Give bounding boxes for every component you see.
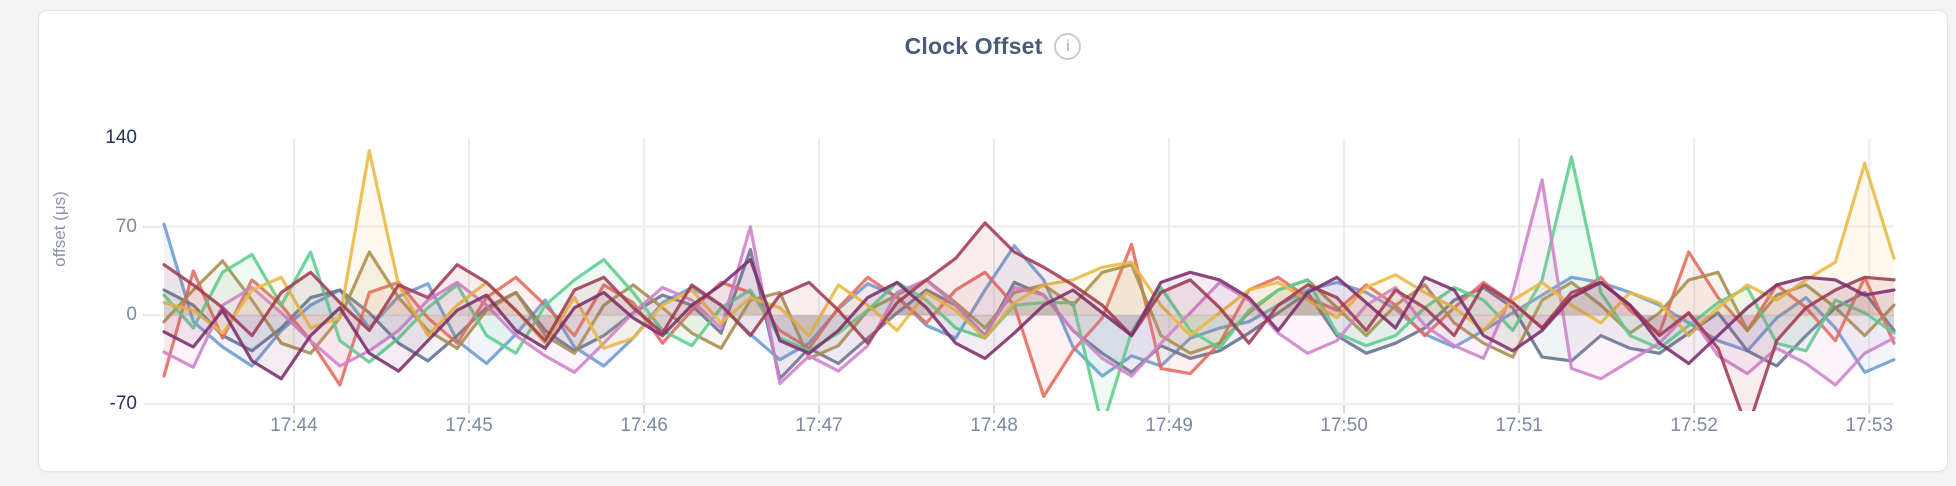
series-salmon-line [162, 242, 1896, 398]
x-tick-label: 17:48 [970, 415, 1018, 436]
chart-title: Clock Offset [904, 33, 1043, 59]
series-group [162, 149, 1896, 411]
x-tick-label: 17:49 [1145, 415, 1193, 436]
x-tick-label: 17:44 [270, 415, 318, 436]
series-green-area [164, 157, 1894, 411]
series-orchid-line [162, 178, 1896, 387]
series-khaki-line [162, 250, 1896, 360]
x-tick-label: 17:52 [1670, 415, 1718, 436]
clock-offset-plot [144, 138, 1896, 413]
x-tick-label: 17:45 [445, 415, 493, 436]
series-slate-area [164, 249, 1894, 379]
series-green-line [162, 155, 1896, 411]
chart-header: Clock Offset i [39, 33, 1947, 60]
series-gold-area [164, 150, 1894, 349]
clock-offset-panel: Clock Offset i offset (μs) 140 70 0 -70 17:… [38, 10, 1948, 472]
series-magenta-area [164, 259, 1894, 379]
x-tick-label: 17:51 [1495, 415, 1543, 436]
y-tick-label: -70 [39, 391, 159, 417]
y-tick-dash [143, 137, 159, 139]
x-tick-label: 17:46 [620, 415, 668, 436]
info-icon[interactable]: i [1054, 33, 1082, 60]
y-tick-label: 70 [39, 214, 159, 240]
series-gold-line [162, 149, 1896, 350]
y-tick-label: 140 [39, 125, 159, 151]
y-tick-label: 0 [39, 302, 159, 328]
x-tick-label: 17:47 [795, 415, 843, 436]
x-tick-label: 17:50 [1320, 415, 1368, 436]
series-magenta-line [162, 257, 1896, 381]
x-tick-label: 17:53 [1845, 415, 1894, 436]
